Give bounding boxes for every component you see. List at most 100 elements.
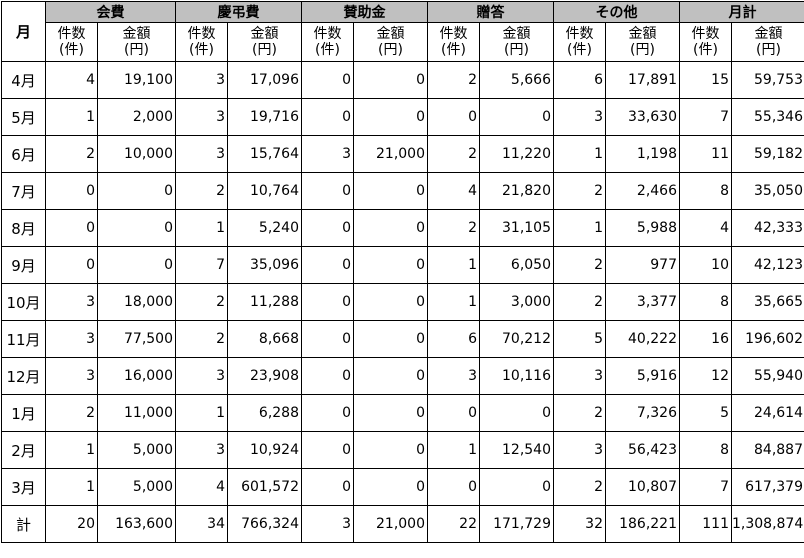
count-cell: 2 [554, 284, 606, 321]
amount-cell: 10,116 [480, 358, 554, 395]
amount-cell: 0 [354, 321, 428, 358]
amount-cell: 977 [606, 247, 680, 284]
category-header-kaihi: 会費 [46, 2, 176, 23]
sub-header-unit: (件) [46, 42, 97, 58]
month-label: 3月 [2, 469, 46, 506]
month-label: 5月 [2, 99, 46, 136]
count-cell: 4 [176, 469, 228, 506]
amount-cell: 766,324 [228, 506, 302, 543]
month-label: 8月 [2, 210, 46, 247]
count-cell: 0 [302, 62, 354, 99]
sub-header-unit: (円) [228, 42, 301, 58]
count-cell: 0 [302, 469, 354, 506]
count-cell: 3 [302, 136, 354, 173]
count-cell: 7 [680, 469, 732, 506]
amount-cell: 55,346 [732, 99, 804, 136]
count-cell: 2 [428, 62, 480, 99]
amount-cell: 1,198 [606, 136, 680, 173]
amount-cell: 0 [98, 247, 176, 284]
amount-cell: 0 [354, 173, 428, 210]
month-label: 6月 [2, 136, 46, 173]
amount-cell: 3,377 [606, 284, 680, 321]
amount-cell: 11,288 [228, 284, 302, 321]
month-label: 1月 [2, 395, 46, 432]
amount-cell: 0 [98, 173, 176, 210]
count-cell: 0 [428, 99, 480, 136]
count-cell: 10 [680, 247, 732, 284]
amount-cell: 6,050 [480, 247, 554, 284]
amount-cell: 0 [480, 99, 554, 136]
amount-cell: 35,050 [732, 173, 804, 210]
month-label: 10月 [2, 284, 46, 321]
count-cell: 1 [46, 469, 98, 506]
count-cell: 3 [46, 321, 98, 358]
amount-cell: 19,100 [98, 62, 176, 99]
amount-cell: 17,891 [606, 62, 680, 99]
amount-cell: 0 [354, 99, 428, 136]
sub-header-label: 件数 [680, 26, 731, 42]
amount-cell: 10,764 [228, 173, 302, 210]
count-cell: 1 [46, 432, 98, 469]
amount-column-header: 金額(円) [606, 23, 680, 62]
sub-header-unit: (円) [98, 42, 175, 58]
amount-cell: 35,096 [228, 247, 302, 284]
category-header-keichouhi: 慶弔費 [176, 2, 302, 23]
count-cell: 3 [176, 432, 228, 469]
amount-cell: 5,988 [606, 210, 680, 247]
amount-cell: 0 [354, 358, 428, 395]
amount-cell: 0 [354, 247, 428, 284]
amount-cell: 1,308,874 [732, 506, 804, 543]
month-label: 12月 [2, 358, 46, 395]
count-cell: 111 [680, 506, 732, 543]
amount-cell: 42,123 [732, 247, 804, 284]
amount-cell: 5,666 [480, 62, 554, 99]
count-cell: 22 [428, 506, 480, 543]
count-cell: 8 [680, 432, 732, 469]
count-cell: 3 [554, 358, 606, 395]
count-cell: 0 [46, 210, 98, 247]
count-cell: 2 [428, 210, 480, 247]
amount-cell: 21,000 [354, 136, 428, 173]
count-cell: 0 [46, 247, 98, 284]
sub-header-label: 件数 [46, 26, 97, 42]
amount-cell: 31,105 [480, 210, 554, 247]
amount-cell: 70,212 [480, 321, 554, 358]
count-cell: 0 [302, 99, 354, 136]
amount-cell: 12,540 [480, 432, 554, 469]
sub-header-label: 件数 [302, 26, 353, 42]
category-header-sanjokin: 賛助金 [302, 2, 428, 23]
amount-column-header: 金額(円) [732, 23, 804, 62]
amount-cell: 77,500 [98, 321, 176, 358]
sub-header-label: 金額 [606, 26, 679, 42]
amount-cell: 5,916 [606, 358, 680, 395]
sub-header-label: 金額 [732, 26, 804, 42]
count-cell: 0 [428, 395, 480, 432]
count-cell: 0 [302, 358, 354, 395]
amount-cell: 5,000 [98, 469, 176, 506]
count-cell: 6 [554, 62, 606, 99]
count-cell: 2 [554, 247, 606, 284]
count-cell: 0 [302, 432, 354, 469]
category-header-gekkei: 月計 [680, 2, 804, 23]
count-cell: 0 [302, 321, 354, 358]
count-cell: 1 [554, 210, 606, 247]
sub-header-label: 金額 [480, 26, 553, 42]
count-cell: 2 [554, 173, 606, 210]
amount-cell: 6,288 [228, 395, 302, 432]
sub-header-unit: (円) [732, 42, 804, 58]
category-header-row: 月 会費 慶弔費 賛助金 贈答 その他 月計 [2, 2, 804, 23]
month-label: 計 [2, 506, 46, 543]
amount-column-header: 金額(円) [354, 23, 428, 62]
count-cell: 16 [680, 321, 732, 358]
count-cell: 1 [428, 432, 480, 469]
amount-cell: 0 [354, 284, 428, 321]
count-cell: 8 [680, 173, 732, 210]
sub-header-unit: (円) [480, 42, 553, 58]
count-cell: 2 [554, 469, 606, 506]
